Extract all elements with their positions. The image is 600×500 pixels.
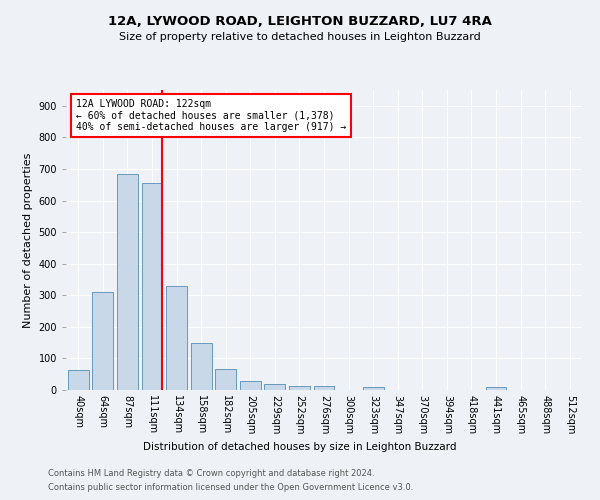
Text: 12A, LYWOOD ROAD, LEIGHTON BUZZARD, LU7 4RA: 12A, LYWOOD ROAD, LEIGHTON BUZZARD, LU7 … (108, 15, 492, 28)
Bar (166, 286, 187, 390)
Bar (215, 370, 236, 390)
Bar (142, 183, 163, 390)
Bar (117, 174, 138, 390)
Bar (68, 370, 89, 390)
Bar (314, 386, 334, 390)
Text: 12A LYWOOD ROAD: 122sqm
← 60% of detached houses are smaller (1,378)
40% of semi: 12A LYWOOD ROAD: 122sqm ← 60% of detache… (76, 99, 347, 132)
Bar (191, 342, 212, 390)
Bar (485, 387, 506, 390)
Text: Contains HM Land Registry data © Crown copyright and database right 2024.: Contains HM Land Registry data © Crown c… (48, 468, 374, 477)
Bar (92, 292, 113, 390)
Bar (362, 388, 383, 390)
Text: Contains public sector information licensed under the Open Government Licence v3: Contains public sector information licen… (48, 484, 413, 492)
Text: Distribution of detached houses by size in Leighton Buzzard: Distribution of detached houses by size … (143, 442, 457, 452)
Text: Size of property relative to detached houses in Leighton Buzzard: Size of property relative to detached ho… (119, 32, 481, 42)
Bar (289, 386, 310, 390)
Y-axis label: Number of detached properties: Number of detached properties (23, 152, 33, 328)
Bar (240, 380, 261, 390)
Bar (265, 384, 286, 390)
